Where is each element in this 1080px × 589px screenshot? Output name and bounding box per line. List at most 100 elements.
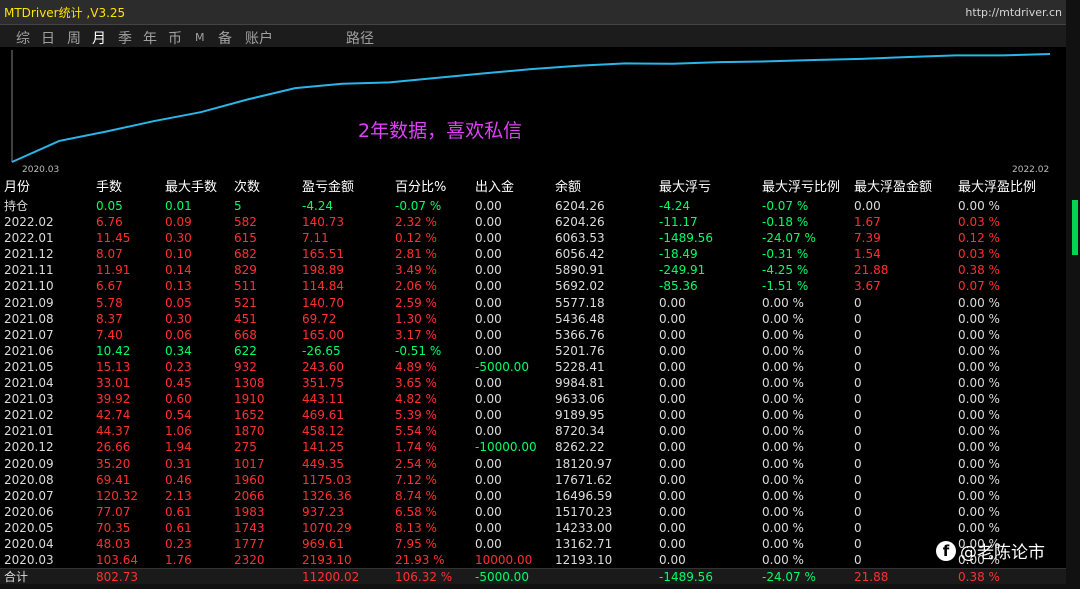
table-row[interactable]: 2021.09 5.78 0.05 521 140.70 2.59 % 0.00 5577.1…: [0, 295, 1066, 311]
table-row[interactable]: 2020.12 26.66 1.94 275 141.25 1.74 % -10000.00…: [0, 439, 1066, 455]
table-row-col-0: 2021.06: [4, 343, 54, 358]
table-row-col-2: 0.61: [165, 520, 192, 535]
table-row-col-10: 0: [854, 456, 862, 471]
table-row[interactable]: 持仓 0.05 0.01 5 -4.24 -0.07 % 0.00 6204.26 -4.24 -…: [0, 198, 1066, 214]
table-row-col-3: 521: [234, 295, 257, 310]
table-row-col-2: 2.13: [165, 488, 192, 503]
table-row[interactable]: 2021.12 8.07 0.10 682 165.51 2.81 % 0.00 6056.4…: [0, 246, 1066, 262]
table-row-col-11: 0.07 %: [958, 279, 1000, 294]
table-row-col-4: 469.61: [302, 408, 344, 423]
table-row-col-3: 511: [234, 279, 257, 294]
table-row-col-6: 0.00: [475, 504, 502, 519]
table-row-col-4: 114.84: [302, 279, 344, 294]
table-row-col-8: 0.00: [659, 343, 686, 358]
table-row-col-6: 0.00: [475, 456, 502, 471]
table-row-col-11: 0.00 %: [958, 488, 1000, 503]
tab-8[interactable]: 备: [218, 31, 232, 47]
table-header-col-4: 盈亏金额: [302, 180, 355, 195]
tab-7[interactable]: M: [195, 31, 205, 44]
table-row[interactable]: 2020.06 77.07 0.61 1983 937.23 6.58 % 0.00 1517…: [0, 504, 1066, 520]
table-row-col-2: 0.10: [165, 247, 192, 262]
table-row-col-3: 275: [234, 440, 257, 455]
table-row-col-9: -0.18 %: [762, 215, 809, 230]
table-row[interactable]: 2021.02 42.74 0.54 1652 469.61 5.39 % 0.00 9189…: [0, 407, 1066, 423]
tab-0[interactable]: 综: [16, 31, 30, 47]
table-row[interactable]: 2021.03 39.92 0.60 1910 443.11 4.82 % 0.00 9633…: [0, 391, 1066, 407]
table-row[interactable]: 2020.05 70.35 0.61 1743 1070.29 8.13 % 0.00 142…: [0, 520, 1066, 536]
table-row-col-1: 69.41: [96, 472, 131, 487]
table-row-col-0: 2021.10: [4, 279, 54, 294]
table-row-col-1: 39.92: [96, 392, 131, 407]
table-row[interactable]: 2021.06 10.42 0.34 622 -26.65 -0.51 % 0.00 5201…: [0, 343, 1066, 359]
table-total-row[interactable]: 合计 802.73 11200.02 106.32 % -5000.00 -1489.56…: [0, 568, 1066, 586]
tab-3[interactable]: 月: [92, 31, 106, 47]
table-row-col-0: 2020.03: [4, 553, 54, 568]
table-row[interactable]: 2021.04 33.01 0.45 1308 351.75 3.65 % 0.00 9984…: [0, 375, 1066, 391]
tab-6[interactable]: 币: [168, 31, 182, 47]
period-tabbar: 综日周月季年币 M 备账户 路径: [0, 25, 1066, 47]
table-row[interactable]: 2021.11 11.91 0.14 829 198.89 3.49 % 0.00 5890.…: [0, 262, 1066, 278]
table-row-col-3: 2320: [234, 553, 265, 568]
table-row-col-0: 2020.06: [4, 504, 54, 519]
table-row-col-1: 5.78: [96, 295, 123, 310]
tab-9[interactable]: 账户: [245, 31, 273, 47]
table-row-col-9: -0.07 %: [762, 199, 809, 213]
table-row-col-11: 0.00 %: [958, 472, 1000, 487]
tab-10[interactable]: 路径: [346, 31, 374, 47]
table-row-col-5: -0.07 %: [395, 199, 442, 213]
tab-4[interactable]: 季: [118, 31, 132, 47]
table-row-col-11: 0.00 %: [958, 392, 1000, 407]
tab-2[interactable]: 周: [67, 31, 81, 47]
table-row-col-7: 5201.76: [555, 343, 605, 358]
table-row-col-6: 0.00: [475, 343, 502, 358]
table-header-col-9: 最大浮亏比例: [762, 180, 841, 195]
table-row-col-1: 8.37: [96, 311, 123, 326]
table-row[interactable]: 2020.09 35.20 0.31 1017 449.35 2.54 % 0.00 1812…: [0, 456, 1066, 472]
table-row-col-6: 0.00: [475, 536, 502, 551]
table-row-col-1: 35.20: [96, 456, 131, 471]
table-header-col-11: 最大浮盈比例: [958, 180, 1037, 195]
table-row-col-10: 0: [854, 520, 862, 535]
table-row[interactable]: 2021.05 15.13 0.23 932 243.60 4.89 % -5000.00 5…: [0, 359, 1066, 375]
table-row[interactable]: 2020.07 120.32 2.13 2066 1326.36 8.74 % 0.00 16…: [0, 488, 1066, 504]
table-row-col-10: 1.67: [854, 215, 881, 230]
table-row-col-0: 2021.09: [4, 295, 54, 310]
table-row[interactable]: 2022.02 6.76 0.09 582 140.73 2.32 % 0.00 6204.2…: [0, 214, 1066, 230]
tab-5[interactable]: 年: [143, 31, 157, 47]
table-row[interactable]: 2021.01 44.37 1.06 1870 458.12 5.54 % 0.00 8720…: [0, 423, 1066, 439]
table-row-col-10: 0: [854, 504, 862, 519]
table-row-col-4: 198.89: [302, 263, 344, 278]
table-header[interactable]: 月份 手数 最大手数 次数 盈亏金额 百分比% 出入金 余额 最大浮亏 最大浮亏比例 最大浮盈金额 最…: [0, 180, 1066, 198]
table-row[interactable]: 2020.03 103.64 1.76 2320 2193.10 21.93 % 10000…: [0, 552, 1066, 568]
table-row-col-0: 2021.03: [4, 392, 54, 407]
equity-chart-svg: [11, 50, 1051, 163]
table-row-col-6: 0.00: [475, 392, 502, 407]
table-row-col-4: 141.25: [302, 440, 344, 455]
tab-1[interactable]: 日: [41, 31, 55, 47]
table-row-col-5: 2.06 %: [395, 279, 437, 294]
app-title: MTDriver统计 ,V3.25: [4, 6, 126, 20]
table-row-col-1: 26.66: [96, 440, 131, 455]
table-row-col-8: -249.91: [659, 263, 706, 278]
table-row-col-1: 42.74: [96, 408, 131, 423]
table-row[interactable]: 2020.08 69.41 0.46 1960 1175.03 7.12 % 0.00 176…: [0, 472, 1066, 488]
table-row[interactable]: 2022.01 11.45 0.30 615 7.11 0.12 % 0.00 6063.53…: [0, 230, 1066, 246]
table-row-col-11: 0.03 %: [958, 215, 1000, 230]
table-row-col-7: 6063.53: [555, 231, 605, 246]
table-total-row-col-6: -5000.00: [475, 570, 529, 585]
table-row-col-10: 0: [854, 327, 862, 342]
table-row[interactable]: 2021.08 8.37 0.30 451 69.72 1.30 % 0.00 5436.48…: [0, 311, 1066, 327]
table-row[interactable]: 2021.10 6.67 0.13 511 114.84 2.06 % 0.00 5692.0…: [0, 278, 1066, 294]
table-row-col-2: 0.31: [165, 456, 192, 471]
table-row[interactable]: 2021.07 7.40 0.06 668 165.00 3.17 % 0.00 5366.7…: [0, 327, 1066, 343]
table-row[interactable]: 2020.04 48.03 0.23 1777 969.61 7.95 % 0.00 1316…: [0, 536, 1066, 552]
table-row-col-2: 0.61: [165, 504, 192, 519]
table-row-col-8: -4.24: [659, 199, 691, 213]
table-row-col-5: 21.93 %: [395, 553, 445, 568]
table-row-col-1: 6.76: [96, 215, 123, 230]
table-row-col-9: 0.00 %: [762, 456, 804, 471]
table-row-col-11: 0.00 %: [958, 359, 1000, 374]
table-row-col-7: 6204.26: [555, 199, 605, 213]
website-link[interactable]: http://mtdriver.cn: [965, 6, 1062, 19]
table-row-col-7: 16496.59: [555, 488, 613, 503]
